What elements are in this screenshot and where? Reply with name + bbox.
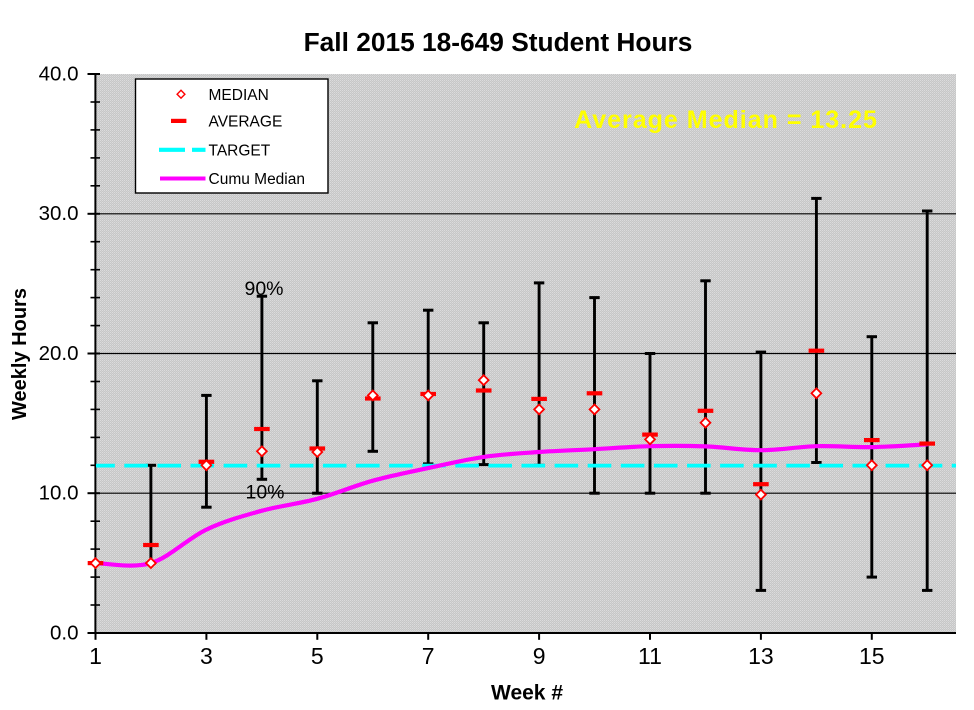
svg-text:Weekly Hours: Weekly Hours — [9, 288, 31, 420]
svg-text:AVERAGE: AVERAGE — [209, 114, 283, 131]
svg-text:Fall 2015 18-649 Student Hours: Fall 2015 18-649 Student Hours — [304, 27, 693, 57]
svg-text:Average Median = 13.25: Average Median = 13.25 — [574, 106, 878, 134]
svg-text:MEDIAN: MEDIAN — [209, 87, 269, 104]
svg-text:10%: 10% — [245, 482, 284, 504]
svg-text:20.0: 20.0 — [39, 342, 79, 365]
svg-text:3: 3 — [200, 643, 213, 669]
svg-text:9: 9 — [533, 643, 546, 669]
svg-text:40.0: 40.0 — [39, 62, 79, 85]
svg-text:13: 13 — [748, 643, 774, 669]
svg-text:Week #: Week # — [491, 682, 563, 705]
svg-text:10.0: 10.0 — [39, 482, 79, 505]
svg-text:1: 1 — [89, 643, 102, 669]
svg-text:Cumu Median: Cumu Median — [209, 171, 306, 188]
svg-text:TARGET: TARGET — [209, 142, 271, 159]
svg-text:0.0: 0.0 — [50, 621, 79, 644]
svg-text:7: 7 — [422, 643, 435, 669]
svg-text:90%: 90% — [244, 278, 283, 300]
svg-text:11: 11 — [638, 643, 662, 669]
svg-text:15: 15 — [859, 643, 885, 669]
svg-text:30.0: 30.0 — [39, 202, 79, 225]
svg-text:5: 5 — [311, 643, 324, 669]
